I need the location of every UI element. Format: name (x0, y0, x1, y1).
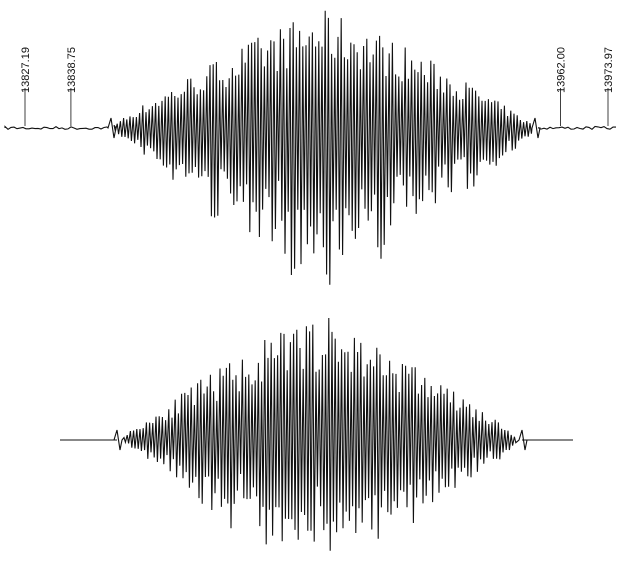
field-marker-label: 13973.97 (603, 47, 615, 93)
field-marker-label: 13827.19 (20, 47, 32, 93)
simulated-spectrum-trace (60, 317, 573, 551)
field-marker-label: 13962.00 (555, 47, 567, 93)
experimental-spectrum-panel: 13827.19 13838.75 13962.00 13973.97 (4, 10, 617, 285)
field-marker-label: 13838.75 (66, 47, 78, 93)
simulated-spectrum-panel (60, 317, 573, 551)
experimental-spectrum-trace (4, 10, 617, 285)
